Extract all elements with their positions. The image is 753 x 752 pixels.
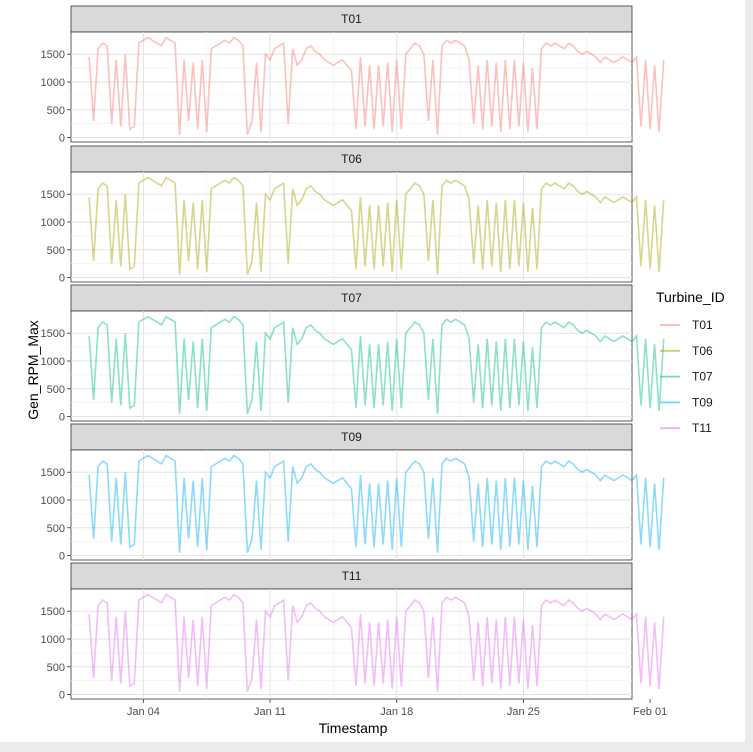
- facet-strip-label: T01: [341, 12, 362, 26]
- y-tick-label: 0: [59, 551, 65, 563]
- panel-frame: [70, 31, 633, 143]
- y-tick-label: 1500: [41, 467, 65, 479]
- facet-panel-t06: T06 0 500 1000 1500: [41, 145, 665, 285]
- facet-panel-t01: T01 0 500 1000 1500: [41, 5, 665, 145]
- y-tick-label: 1000: [41, 634, 65, 646]
- x-tick-label: Jan 25: [507, 706, 540, 718]
- series-line-t01: [88, 36, 665, 136]
- legend-item-t07: T07: [660, 370, 713, 384]
- facet-strip-label: T06: [341, 152, 362, 166]
- y-tick-label: 500: [47, 384, 65, 396]
- y-tick-label: 1500: [41, 606, 65, 618]
- series-line-t09: [88, 454, 665, 554]
- y-tick-label: 1500: [41, 49, 65, 61]
- facet-panels: T01 0 500 1000 1500 T06 0 500 1000 1500 T07 0 500 100…: [41, 5, 667, 718]
- chart-canvas: T01 0 500 1000 1500 T06 0 500 1000 1500 T07 0 500 100…: [0, 0, 745, 742]
- legend-item-t11: T11: [660, 421, 712, 435]
- y-axis-title: Gen_RPM_Max: [25, 320, 41, 420]
- series-line-t06: [88, 176, 665, 276]
- faceted-line-chart: T01 0 500 1000 1500 T06 0 500 1000 1500 T07 0 500 100…: [25, 5, 725, 736]
- x-tick-label: Jan 04: [127, 706, 160, 718]
- y-tick-label: 1000: [41, 356, 65, 368]
- facet-strip: [70, 5, 633, 33]
- facet-strip: [70, 145, 633, 173]
- facet-strip-label: T09: [341, 430, 362, 444]
- facet-panel-t11: T11 0 500 1000 1500 Jan 04 Jan 11 Jan 18 Jan 25 F…: [41, 562, 667, 718]
- x-axis-title: Timestamp: [319, 720, 388, 736]
- series-line-t11: [88, 593, 665, 693]
- y-tick-label: 500: [47, 662, 65, 674]
- legend: Turbine_ID T01 T06 T07 T09 T11: [656, 289, 725, 435]
- facet-panel-t09: T09 0 500 1000 1500: [41, 423, 665, 563]
- y-tick-label: 500: [47, 245, 65, 257]
- x-tick-label: Jan 18: [380, 706, 413, 718]
- facet-strip: [70, 562, 633, 590]
- y-tick-label: 0: [59, 273, 65, 285]
- y-tick-label: 1000: [41, 217, 65, 229]
- legend-label: T11: [692, 421, 712, 435]
- panel-frame: [70, 449, 633, 561]
- panel-frame: [70, 588, 633, 700]
- legend-title: Turbine_ID: [656, 289, 725, 305]
- y-tick-label: 500: [47, 105, 65, 117]
- y-tick-label: 0: [59, 412, 65, 424]
- series-line-t07: [88, 315, 665, 415]
- y-tick-label: 1000: [41, 77, 65, 89]
- legend-label: T09: [692, 395, 713, 409]
- y-tick-label: 0: [59, 690, 65, 702]
- facet-strip: [70, 423, 633, 451]
- legend-item-t01: T01: [660, 318, 713, 332]
- facet-strip-label: T07: [341, 291, 362, 305]
- panel-frame: [70, 171, 633, 283]
- facet-panel-t07: T07 0 500 1000 1500: [41, 284, 665, 424]
- legend-item-t09: T09: [660, 395, 713, 409]
- x-tick-label: Feb 01: [633, 706, 667, 718]
- facet-strip: [70, 284, 633, 312]
- facet-strip-label: T11: [342, 569, 362, 583]
- y-tick-label: 1500: [41, 328, 65, 340]
- panel-frame: [70, 310, 633, 422]
- y-tick-label: 500: [47, 523, 65, 535]
- legend-label: T06: [692, 344, 713, 358]
- legend-label: T07: [692, 370, 713, 384]
- y-tick-label: 1500: [41, 189, 65, 201]
- x-tick-label: Jan 11: [254, 706, 286, 718]
- legend-item-t06: T06: [660, 344, 713, 358]
- legend-label: T01: [692, 318, 713, 332]
- y-tick-label: 0: [59, 133, 65, 145]
- y-tick-label: 1000: [41, 495, 65, 507]
